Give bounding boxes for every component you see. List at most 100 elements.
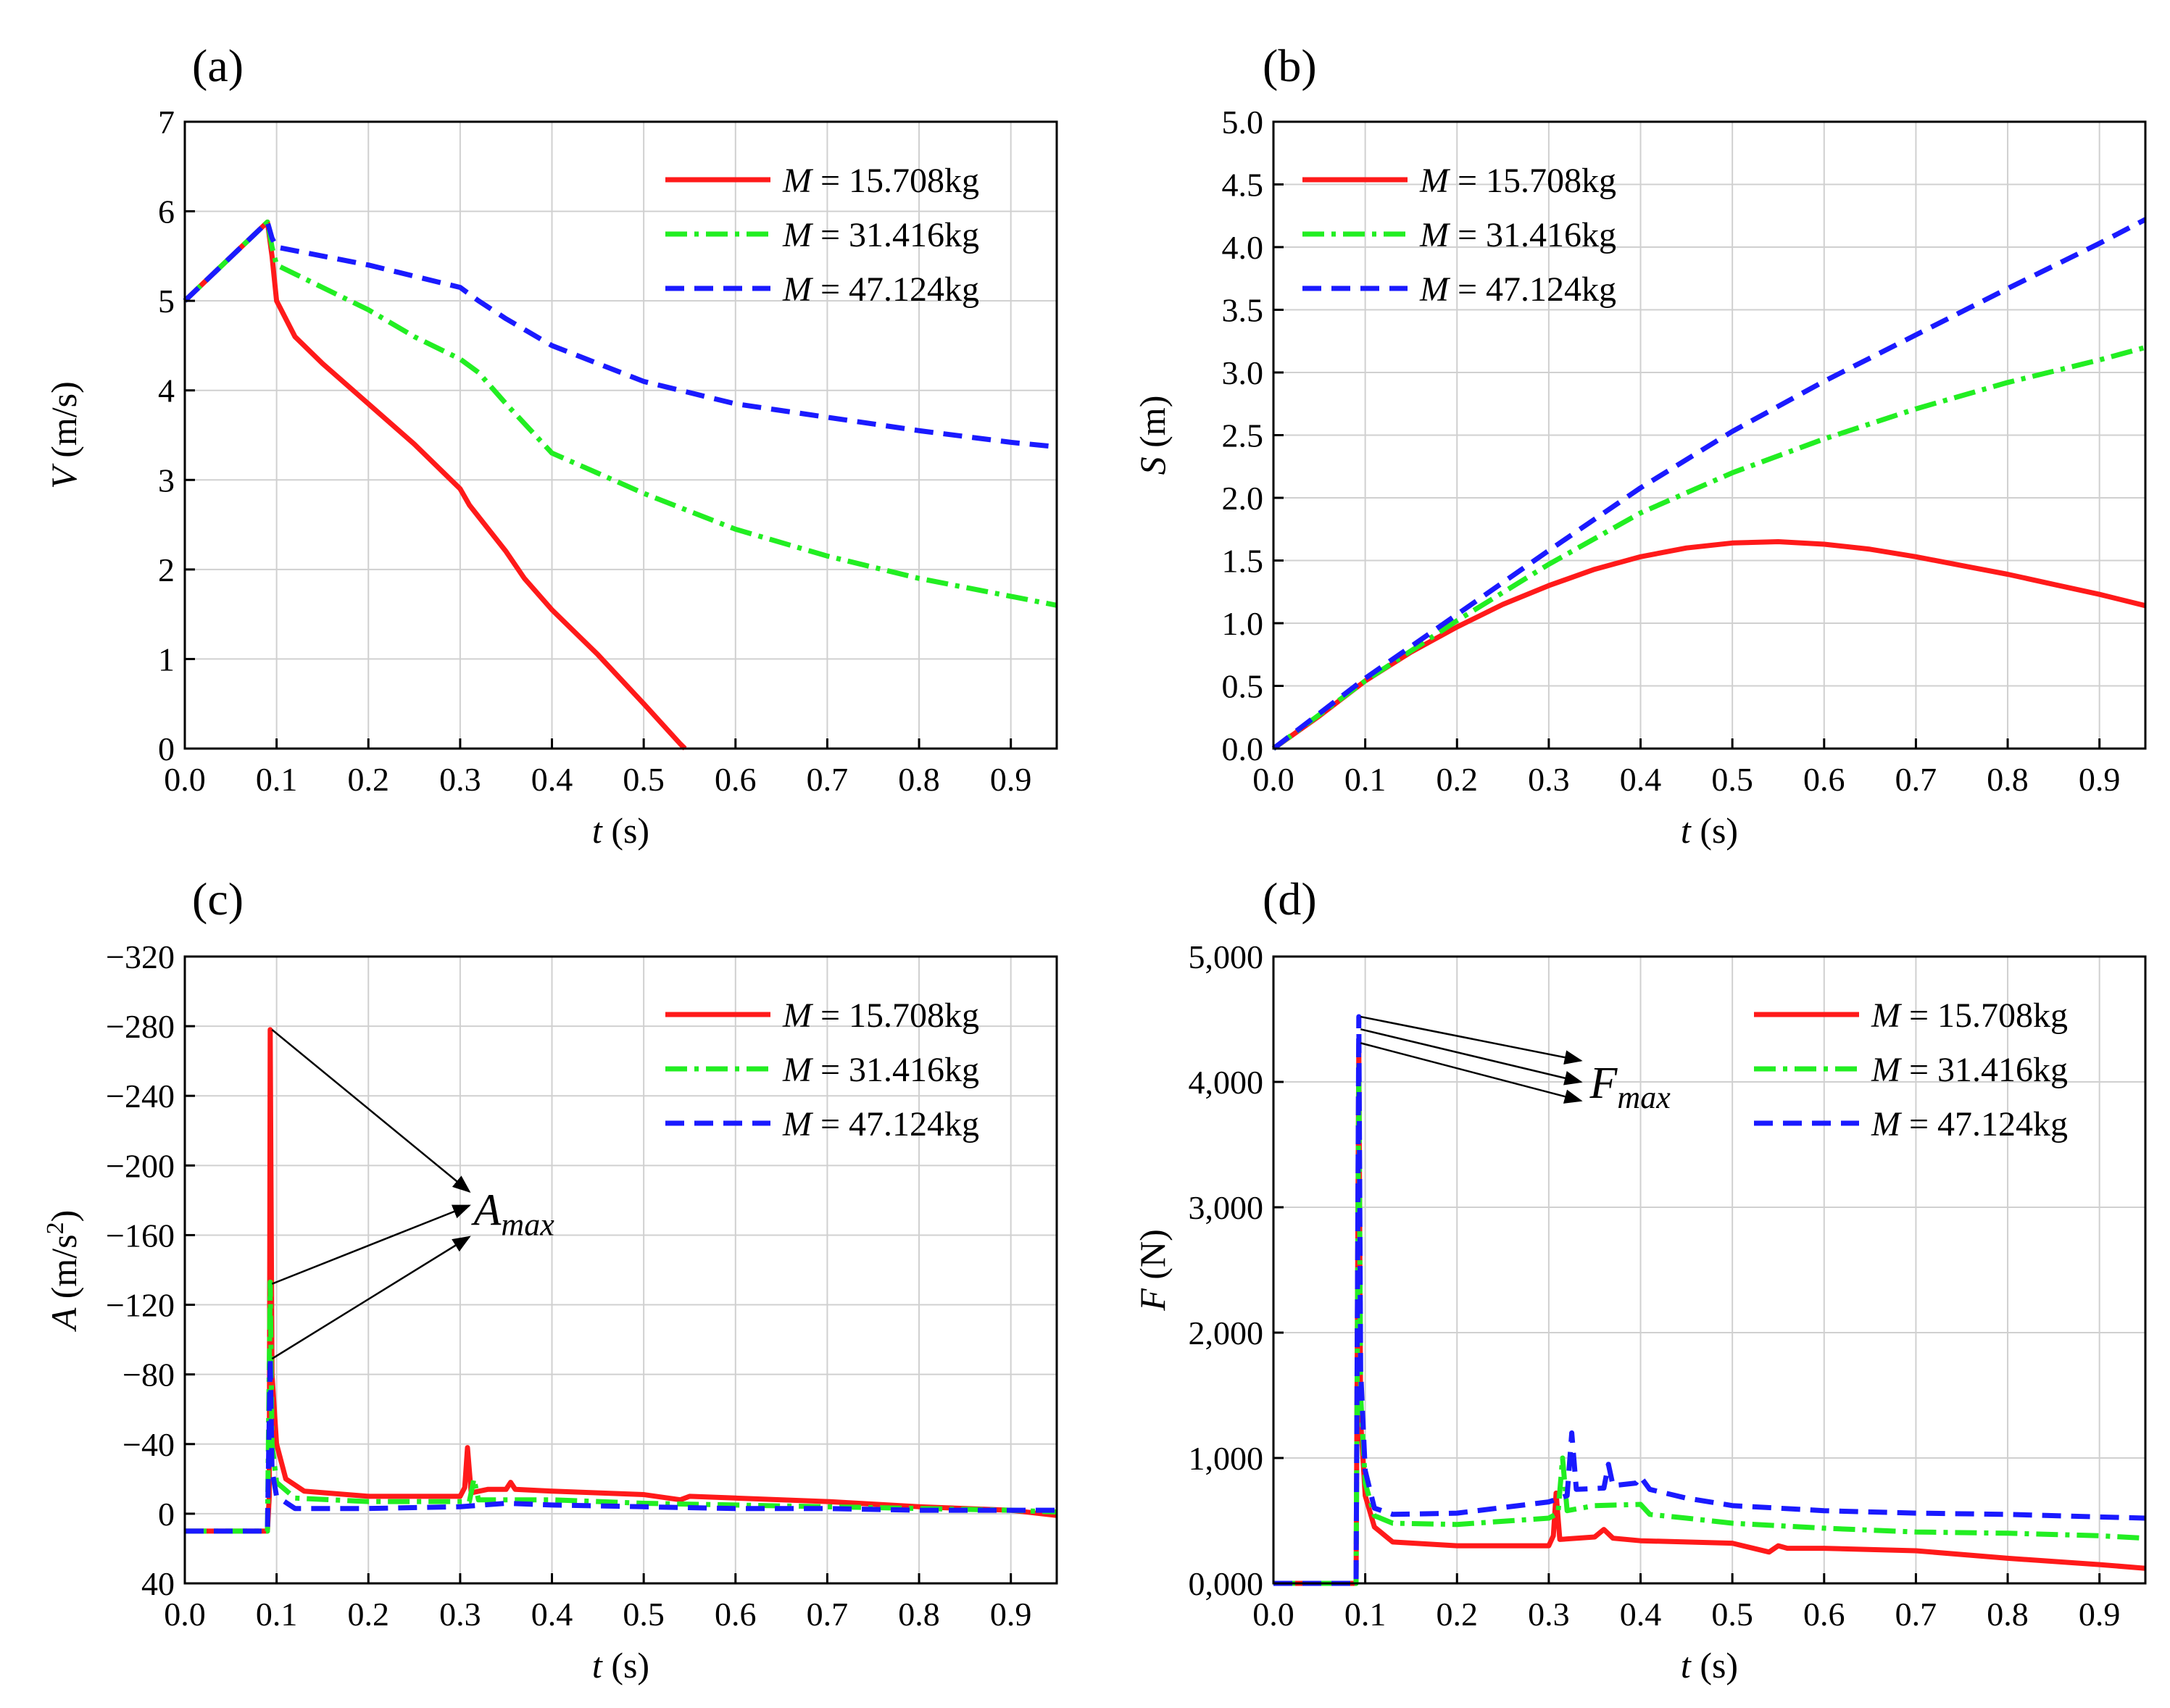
y-tick-label: 3.5 [1222,292,1264,329]
x-tick-label: 0.4 [531,761,573,798]
y-axis-title: A (m/s2) [42,1210,84,1333]
y-tick-label: 0.0 [1222,730,1264,767]
legend-label: M = 15.708kg [1871,996,2068,1035]
series-line-3 [183,219,1057,450]
x-tick-label: 0.5 [1711,761,1753,798]
x-tick-label: 0.6 [1803,761,1845,798]
plot-frame [1272,955,2147,1585]
y-tick-label: −40 [122,1426,175,1463]
y-tick-label: −320 [106,938,175,975]
y-tick-label: 1.5 [1222,543,1264,580]
x-tick-label: 0.8 [898,761,940,798]
annotation-arrow [1360,1042,1583,1104]
legend-label: M = 31.416kg [1871,1051,2068,1089]
x-axis-title: t (s) [592,1645,649,1686]
panel-a: 0.0 0.1 0.2 0.3 0.4 0.5 0.6 0.7 0.8 0.9 0 1 2 3 4 5 6 7 t … [43,40,1058,851]
legend-label: M = 15.708kg [782,996,979,1035]
annotation-arrow [271,1236,471,1360]
panel-label: (b) [1263,40,1317,91]
x-axis-title: t (s) [592,810,649,851]
x-tick-label: 0.2 [1437,761,1479,798]
series-line-1 [1271,539,2146,751]
y-tick-label: −240 [106,1078,175,1115]
x-tick-label: 0.5 [623,1596,665,1633]
y-tick-label: 3 [158,462,175,499]
y-tick-label: 40 [141,1565,175,1602]
panel-b: 0.0 0.1 0.2 0.3 0.4 0.5 0.6 0.7 0.8 0.9 0.0 0.5 1.0 1… [1132,40,2147,851]
y-tick-label: −120 [106,1287,175,1324]
x-tick-label: 0.1 [256,761,298,798]
y-tick-label: 0.5 [1222,668,1264,705]
y-tick-label: 0,000 [1189,1565,1264,1602]
y-tick-label: 6 [158,193,175,230]
y-tick-label: 0 [158,1496,175,1533]
y-tick-label: −200 [106,1147,175,1184]
x-tick-label: 0.3 [1528,1596,1570,1633]
panel-label: (d) [1263,873,1317,925]
y-tick-label: 1,000 [1189,1440,1264,1477]
annotation-arrow [271,1204,471,1285]
series-line-3 [185,1354,1057,1534]
legend-label: M = 47.124kg [782,270,979,309]
series-line-1 [183,219,687,751]
legend: M = 15.708kg M = 31.416kg M = 47.124kg [1754,996,2068,1143]
legend-label: M = 31.416kg [1419,216,1616,254]
annotation-arrow [1360,1028,1583,1086]
x-tick-label: 0.4 [1620,761,1662,798]
annotation-arrow [271,1028,471,1193]
y-tick-label: 4.5 [1222,167,1264,204]
annotation-label: Amax [471,1186,555,1242]
x-tick-label: 0.3 [439,761,481,798]
x-tick-label: 0.6 [715,761,757,798]
legend: M = 15.708kg M = 31.416kg M = 47.124kg [665,162,979,309]
legend-label: M = 15.708kg [782,162,979,200]
annotation-arrow [1360,1015,1583,1065]
plot-frame [183,955,1058,1585]
x-tick-label: 0.1 [256,1596,298,1633]
series-line-2 [1271,345,2146,751]
legend-label: M = 47.124kg [1419,270,1616,309]
x-tick-label: 0.0 [164,761,206,798]
series-line-2 [1273,1060,2146,1586]
plot-frame [183,120,1058,750]
y-tick-label: 2.0 [1222,480,1264,517]
x-tick-label: 0.7 [1895,761,1937,798]
x-tick-label: 0.9 [2079,1596,2121,1633]
x-tick-label: 0.0 [164,1596,206,1633]
x-tick-label: 0.6 [1803,1596,1845,1633]
series-line-3 [1271,217,2147,751]
x-tick-label: 0.8 [1987,761,2029,798]
x-tick-label: 0.6 [715,1596,757,1633]
y-tick-label: 3,000 [1189,1189,1264,1226]
x-tick-label: 0.2 [1437,1596,1479,1633]
annotation: Amax [271,1028,555,1360]
panel-d: 0.0 0.1 0.2 0.3 0.4 0.5 0.6 0.7 0.8 0.9 0,000 1,000… [1132,873,2147,1686]
y-tick-label: 0 [158,730,175,767]
x-tick-label: 0.9 [2079,761,2121,798]
x-tick-label: 0.1 [1344,1596,1387,1633]
annotation-label: Fmax [1589,1059,1671,1115]
x-tick-label: 0.2 [348,761,390,798]
x-tick-label: 0.1 [1344,761,1387,798]
series-line-2 [183,219,1057,608]
y-axis-title: S (m) [1132,396,1173,475]
annotation: Fmax [1360,1015,1671,1115]
y-axis-title: F (N) [1132,1229,1173,1311]
x-tick-label: 0.0 [1252,1596,1294,1633]
y-tick-label: 4 [158,372,175,409]
x-tick-label: 0.8 [898,1596,940,1633]
panel-label: (a) [192,40,244,91]
x-tick-label: 0.8 [1987,1596,2029,1633]
y-tick-label: 2 [158,551,175,588]
x-tick-label: 0.5 [623,761,665,798]
legend-label: M = 31.416kg [782,216,979,254]
panel-c: 0.0 0.1 0.2 0.3 0.4 0.5 0.6 0.7 0.8 0.9 40 0 −40 −80 −… [42,873,1058,1686]
y-tick-label: 5 [158,283,175,320]
y-axis-title: V (m/s) [43,381,84,489]
legend-label: M = 15.708kg [1419,162,1616,200]
series-line-1 [1273,1041,2146,1586]
y-tick-label: 2,000 [1189,1315,1264,1351]
x-tick-label: 0.2 [348,1596,390,1633]
y-tick-label: 5.0 [1222,104,1264,141]
